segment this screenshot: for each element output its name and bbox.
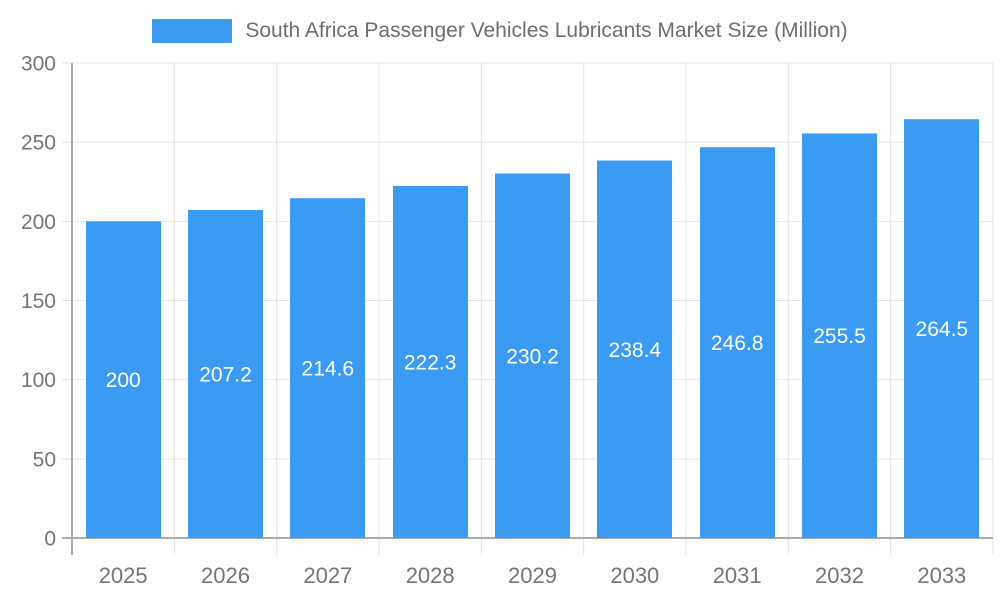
bar: [597, 160, 672, 539]
bar: [495, 173, 570, 538]
bar: [393, 186, 468, 538]
bar-value-label: 214.6: [302, 358, 355, 381]
bar-value-label: 246.8: [711, 332, 764, 355]
x-axis-label: 2027: [303, 563, 352, 588]
x-axis-label: 2028: [406, 563, 455, 588]
y-axis-label: 150: [21, 290, 56, 313]
x-axis-label: 2031: [713, 563, 762, 588]
y-axis-label: 100: [21, 369, 56, 392]
bar-value-label: 238.4: [609, 339, 662, 362]
bar: [904, 119, 979, 538]
bar-value-label: 207.2: [199, 363, 252, 386]
x-axis-label: 2029: [508, 563, 557, 588]
bar: [802, 133, 877, 539]
bar-value-label: 222.3: [404, 352, 457, 375]
y-axis-label: 300: [21, 53, 56, 76]
x-axis-label: 2025: [99, 563, 148, 588]
legend-swatch: [152, 19, 233, 43]
bar: [188, 209, 263, 538]
chart-title: South Africa Passenger Vehicles Lubrican…: [245, 19, 848, 42]
chart-legend: South Africa Passenger Vehicles Lubrican…: [0, 19, 1000, 43]
bar-value-label: 230.2: [506, 345, 559, 368]
y-axis-label: 200: [21, 211, 56, 234]
bar-value-label: 264.5: [916, 318, 969, 341]
bar-value-label: 255.5: [813, 325, 866, 348]
y-axis-label: 50: [33, 448, 56, 471]
bar: [290, 198, 365, 538]
x-axis-label: 2033: [917, 563, 966, 588]
x-axis-label: 2030: [610, 563, 659, 588]
bar: [700, 147, 775, 538]
bar: [86, 221, 161, 539]
bar-value-label: 200: [106, 369, 141, 392]
x-axis-label: 2032: [815, 563, 864, 588]
x-axis-label: 2026: [201, 563, 250, 588]
y-axis-label: 0: [44, 528, 56, 551]
y-axis-label: 250: [21, 132, 56, 155]
